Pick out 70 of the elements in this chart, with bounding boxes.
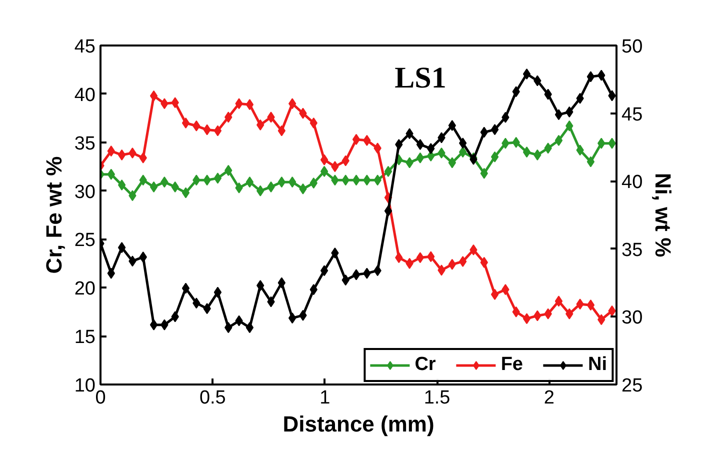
point [288,176,296,188]
point [118,149,126,160]
point [554,109,563,120]
legend-label: Ni [588,354,608,376]
point [288,98,296,110]
y2-tick-label: 35 [622,240,643,261]
point [288,312,296,324]
y2-tick-label: 30 [622,308,643,329]
legend-label: Fe [500,354,523,376]
point [384,166,392,177]
y-tick-label: 35 [74,133,96,154]
point [320,265,328,276]
point [214,172,222,184]
point [214,125,222,136]
y2-tick-label: 25 [622,376,643,396]
point [352,134,360,145]
point [458,138,467,149]
point [554,134,563,146]
point [458,146,467,158]
y-tick-label: 10 [74,376,96,396]
point [490,288,499,300]
y-axis-title: Cr, Fe wt % [41,156,66,274]
y2-axis-title: Ni, wt % [650,172,676,258]
point [246,176,254,188]
point [320,154,328,166]
point [554,296,563,307]
y-tick-label: 30 [74,182,96,203]
point [246,99,254,110]
point [214,286,222,298]
x-tick-label: 2 [544,388,554,408]
point [150,90,158,102]
point [458,256,467,267]
point [182,187,190,198]
point [586,71,595,82]
point [586,156,595,168]
point [490,124,499,136]
x-tick-label: 1 [320,388,330,408]
point [352,269,360,280]
point [586,300,595,311]
y2-tick-label: 45 [622,104,643,126]
y-tick-label: 40 [74,84,96,106]
point [522,146,531,158]
point [352,174,360,186]
x-tick-label: 0 [95,388,106,408]
point [490,151,499,162]
point [182,282,190,294]
point [384,205,392,216]
y-tick-label: 20 [74,278,96,300]
point [150,181,158,192]
point [416,138,424,150]
y-tick-label: 15 [74,327,96,348]
x-tick-label: 1.5 [424,388,450,408]
point [522,313,531,324]
y-tick-label: 25 [74,230,96,252]
point [118,242,126,254]
point [416,152,424,164]
point [118,179,126,190]
x-axis-title: Distance (mm) [282,412,434,436]
point [320,166,328,177]
y-tick-label: 45 [74,36,96,58]
point [150,319,158,330]
point [416,252,424,264]
y2-tick-label: 50 [622,36,643,58]
point [246,322,254,334]
point [522,68,531,80]
y2-tick-label: 40 [622,172,643,194]
legend-label: Cr [414,354,436,376]
text: LS1 [394,62,446,94]
point [182,117,190,128]
x-tick-label: 0.5 [199,388,226,408]
